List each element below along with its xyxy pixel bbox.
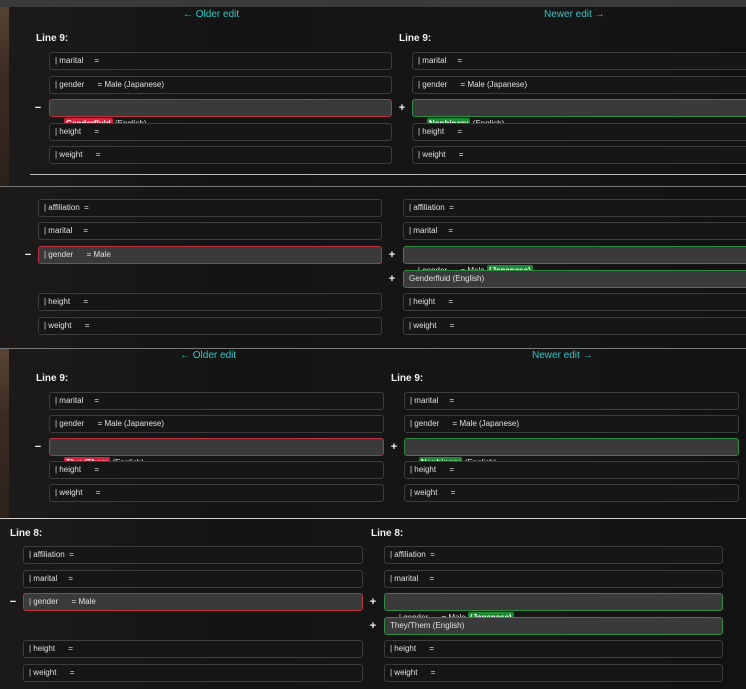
context-row: | marital = (412, 52, 746, 70)
deleted-row: | gender = Male (38, 246, 382, 264)
older-edit-link[interactable]: ← Older edit (180, 350, 237, 361)
context-row: | height = (404, 461, 739, 479)
context-row: | weight = (49, 146, 392, 164)
addition-marker: + (388, 249, 396, 261)
addition-marker: + (369, 596, 377, 608)
added-row: Genderfluid (English) (403, 270, 746, 288)
left-line-label: Line 9: (36, 373, 69, 384)
divider (30, 174, 746, 175)
divider (0, 348, 746, 349)
addition-marker: + (390, 441, 398, 453)
context-row: | height = (49, 123, 392, 141)
context-row: | marital = (403, 222, 746, 240)
context-row: | affiliation = (23, 546, 363, 564)
context-row: | weight = (404, 484, 739, 502)
context-row: | height = (403, 293, 746, 311)
context-row: | weight = (403, 317, 746, 335)
context-row: | weight = (384, 664, 723, 682)
window-top-bar (0, 0, 746, 7)
context-row: | weight = (49, 484, 384, 502)
newer-edit-link[interactable]: Newer edit → (532, 350, 593, 361)
right-line-label: Line 9: (399, 33, 432, 44)
context-row: | gender = Male (Japanese) (49, 415, 384, 433)
right-line-label: Line 9: (391, 373, 424, 384)
deleted-row: They/Them (English) (49, 438, 384, 468)
context-row: | height = (412, 123, 746, 141)
context-row: | weight = (23, 664, 363, 682)
added-row: Nonbinary (English) (412, 99, 746, 129)
diff-panel-1: ← Older edit Newer edit → Line 9: Line 9… (0, 0, 746, 186)
deletion-marker: − (34, 441, 42, 453)
added-row: | gender = Male (Japanese) (384, 593, 723, 623)
diff-panel-4: Line 8: Line 8: | affiliation = | marita… (0, 518, 746, 689)
deletion-marker: − (34, 102, 42, 114)
newer-edit-link[interactable]: Newer edit → (544, 9, 605, 20)
addition-marker: + (369, 620, 377, 632)
diff-panel-2: | affiliation = | marital = − | gender =… (0, 186, 746, 348)
divider (0, 186, 746, 187)
added-row: They/Them (English) (384, 617, 723, 635)
right-line-label: Line 8: (371, 528, 404, 539)
added-row: Nonbinary (English) (404, 438, 739, 468)
context-row: | height = (23, 640, 363, 658)
deleted-row: Genderfluid (English) (49, 99, 392, 129)
context-row: | marital = (38, 222, 382, 240)
left-line-label: Line 9: (36, 33, 69, 44)
context-row: | marital = (384, 570, 723, 588)
deletion-marker: − (9, 596, 17, 608)
diff-panel-3: ← Older edit Newer edit → Line 9: Line 9… (0, 348, 746, 518)
context-row: | marital = (23, 570, 363, 588)
context-row: | marital = (404, 392, 739, 410)
left-line-label: Line 8: (10, 528, 43, 539)
context-row: | gender = Male (Japanese) (404, 415, 739, 433)
context-row: | weight = (38, 317, 382, 335)
divider (0, 518, 746, 519)
context-row: | affiliation = (38, 199, 382, 217)
context-row: | marital = (49, 392, 384, 410)
context-row: | gender = Male (Japanese) (412, 76, 746, 94)
context-row: | affiliation = (403, 199, 746, 217)
added-row: | gender = Male (Japanese) (403, 246, 746, 276)
addition-marker: + (388, 273, 396, 285)
context-row: | height = (38, 293, 382, 311)
context-row: | weight = (412, 146, 746, 164)
context-row: | height = (49, 461, 384, 479)
context-row: | affiliation = (384, 546, 723, 564)
context-row: | marital = (49, 52, 392, 70)
addition-marker: + (398, 102, 406, 114)
context-row: | height = (384, 640, 723, 658)
older-edit-link[interactable]: ← Older edit (183, 9, 240, 20)
deletion-marker: − (24, 249, 32, 261)
context-row: | gender = Male (Japanese) (49, 76, 392, 94)
deleted-row: | gender = Male (23, 593, 363, 611)
